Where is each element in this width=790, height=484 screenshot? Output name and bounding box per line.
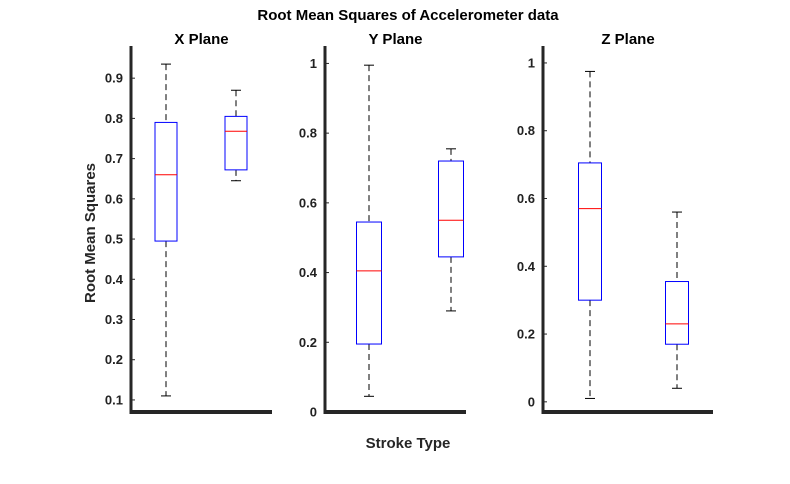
panel-2: Y Plane 0 0.2 0.4 0.6 0.8 1: [299, 31, 466, 420]
y-tick-label: 1: [528, 55, 535, 70]
y-tick-label: 0.2: [105, 352, 123, 367]
panel-title: Z Plane: [601, 31, 654, 48]
y-tick-label: 0.2: [517, 327, 535, 342]
panel-title: Y Plane: [369, 31, 423, 48]
iqr-box: [438, 160, 464, 258]
y-tick-label: 0.8: [517, 123, 535, 138]
y-tick-label: 0.4: [517, 259, 536, 274]
box-1: [578, 70, 602, 399]
y-tick-label: 0.9: [105, 71, 123, 86]
iqr-box: [665, 281, 689, 345]
y-tick-label: 0.3: [105, 312, 123, 327]
y-tick-label: 0.8: [299, 126, 317, 141]
y-tick-label: 0.6: [517, 191, 535, 206]
y-tick-label: 0: [528, 394, 535, 409]
iqr-box: [154, 121, 178, 242]
box-2: [224, 89, 248, 182]
panel-title: X Plane: [174, 31, 228, 48]
y-tick-label: 0.6: [105, 191, 123, 206]
iqr-box: [578, 162, 602, 301]
box-2: [665, 211, 689, 389]
y-tick-label: 0.1: [105, 392, 123, 407]
box-1: [154, 63, 178, 397]
y-tick-label: 0.4: [299, 265, 318, 280]
y-tick-label: 0.5: [105, 232, 123, 247]
y-tick-label: 0.7: [105, 151, 123, 166]
panel-3: Z Plane 0 0.2 0.4 0.6 0.8 1: [517, 31, 713, 414]
y-tick-label: 0.8: [105, 111, 123, 126]
box-1: [356, 64, 382, 397]
figure-title: Root Mean Squares of Accelerometer data: [257, 7, 559, 24]
y-tick-label: 0.2: [299, 335, 317, 350]
x-axis-label: Stroke Type: [366, 435, 451, 452]
y-tick-label: 0.4: [105, 272, 124, 287]
y-axis-label: Root Mean Squares: [82, 163, 99, 303]
y-tick-label: 0: [310, 405, 317, 420]
y-tick-label: 1: [310, 56, 317, 71]
panels: X Plane 0.1 0.2 0.3 0.4 0.5 0.6 0.7 0.8 0.9 Y Plan…: [105, 31, 713, 420]
box-2: [438, 148, 464, 312]
iqr-box: [224, 115, 248, 171]
iqr-box: [356, 221, 382, 345]
y-tick-label: 0.6: [299, 195, 317, 210]
panel-1: X Plane 0.1 0.2 0.3 0.4 0.5 0.6 0.7 0.8 0.9: [105, 31, 272, 414]
